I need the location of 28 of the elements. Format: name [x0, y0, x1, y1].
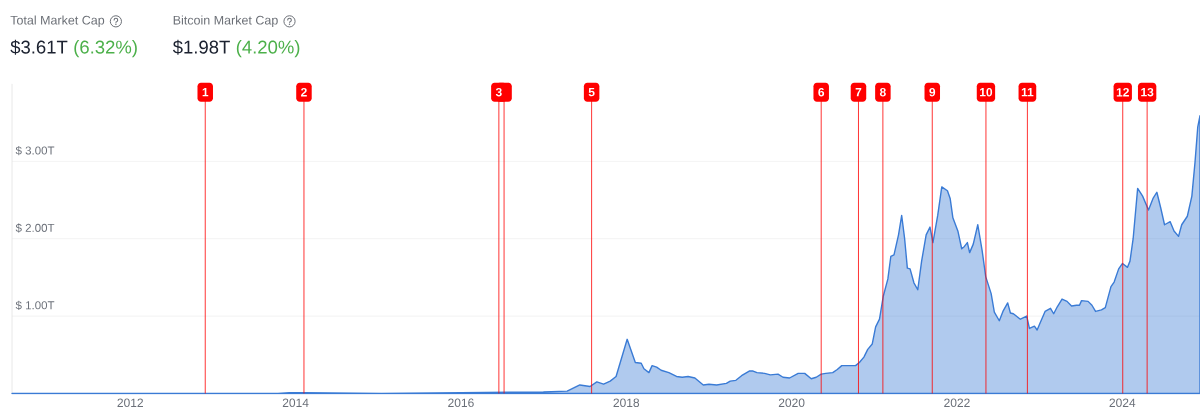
x-tick-label: 2014: [282, 398, 309, 407]
ref-line-label: 3: [495, 87, 502, 97]
ref-line-label: 6: [818, 87, 825, 97]
x-tick-label: 2016: [448, 398, 474, 407]
ref-line-label: 1: [202, 88, 209, 97]
y-tick-label: $ 3.00T: [15, 145, 55, 156]
ref-line-label: 7: [855, 88, 862, 97]
x-tick-label: 2012: [117, 398, 143, 407]
x-tick-label: 2024: [1109, 398, 1136, 407]
text: $1.98T: [172, 39, 230, 55]
text: (4.20%): [236, 40, 300, 58]
ref-line-label: 2: [301, 88, 307, 97]
text: (6.32%): [74, 40, 137, 58]
ref-line-label: 5: [588, 88, 595, 97]
text: Bitcoin Market Cap: [173, 15, 278, 28]
ref-line-label: 13: [1141, 87, 1154, 97]
y-tick-label: $ 1.00T: [15, 300, 55, 311]
x-tick-label: 2022: [944, 398, 970, 407]
x-tick-label: 2020: [778, 398, 805, 407]
y-tick-label: $ 2.00T: [15, 223, 55, 233]
ref-line-label: 8: [879, 87, 886, 97]
ref-line-label: 10: [980, 87, 993, 97]
text: $3.61T: [10, 39, 68, 55]
ref-line-label: 12: [1116, 88, 1129, 97]
ref-line-label: 9: [929, 87, 936, 97]
x-tick-label: 2018: [613, 398, 640, 407]
text: Total Market Cap: [10, 15, 105, 28]
ref-line-label: 11: [1021, 88, 1034, 97]
